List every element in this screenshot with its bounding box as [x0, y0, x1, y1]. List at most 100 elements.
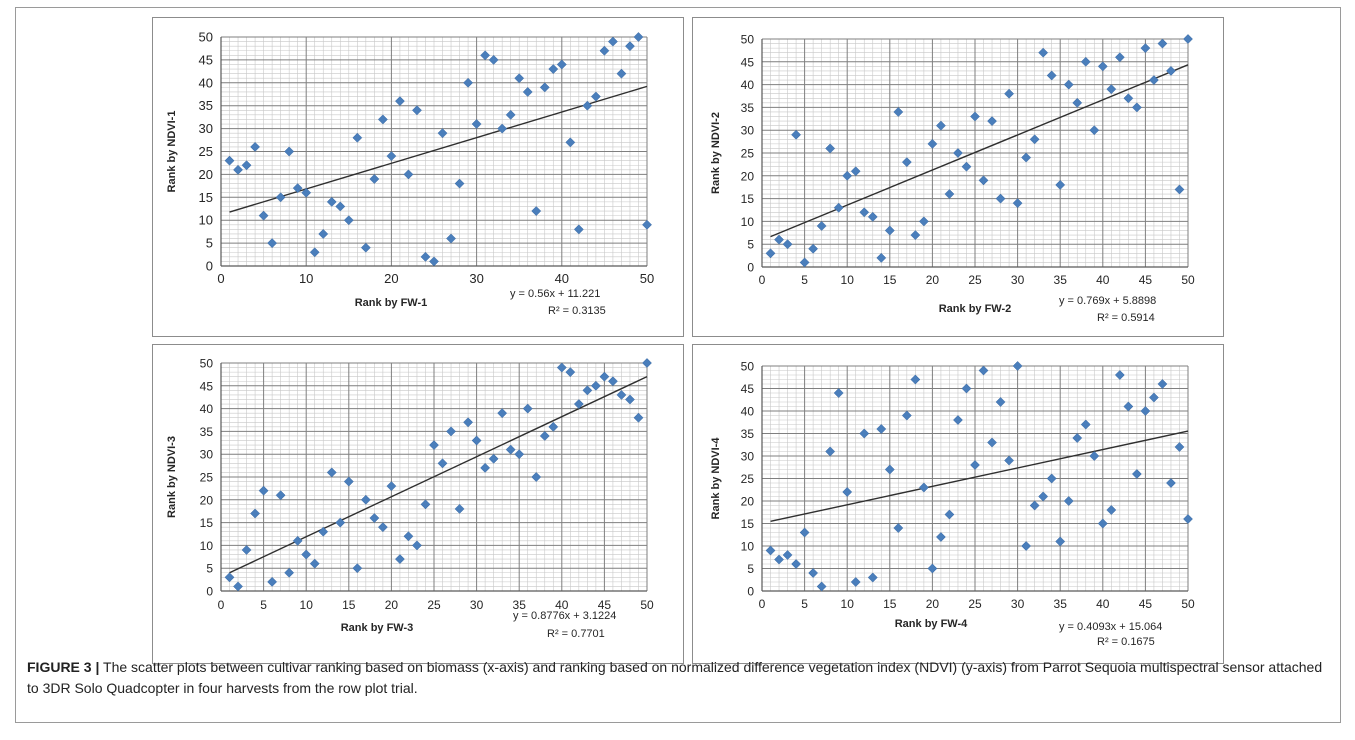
r-squared-label: R² = 0.3135 [548, 305, 606, 317]
y-tick-label: 20 [199, 167, 213, 182]
data-point [1157, 38, 1168, 49]
y-tick-label: 35 [199, 98, 213, 113]
data-point [590, 380, 601, 391]
y-axis-title: Rank by NDVI-2 [710, 112, 722, 194]
figure-caption: FIGURE 3 | The scatter plots between cul… [27, 657, 1327, 699]
data-point [1038, 491, 1049, 502]
data-point [318, 228, 329, 239]
data-point [1055, 536, 1066, 547]
trendline-equation: y = 0.4093x + 15.064 [1059, 621, 1162, 633]
scatter-plot-3: 0 5 10 15 20 25 30 35 40 45 50 0 5 10 15 20 25 30 35 40 45 50… [166, 357, 654, 641]
caption-label: FIGURE 3 | [27, 659, 100, 675]
x-tick-label: 30 [470, 598, 484, 612]
trendline-equation: y = 0.56x + 11.221 [510, 288, 600, 300]
data-point [454, 503, 465, 514]
data-point [429, 256, 439, 267]
data-point [565, 367, 576, 378]
x-tick-label: 40 [1096, 273, 1110, 287]
y-tick-label: 45 [199, 52, 213, 67]
y-tick-label: 20 [741, 495, 755, 509]
y-tick-label: 40 [199, 75, 213, 90]
data-point [616, 68, 627, 79]
data-point [1004, 88, 1015, 99]
data-point [437, 128, 448, 139]
data-point [1004, 455, 1015, 466]
data-point [816, 581, 827, 592]
data-point [531, 206, 542, 216]
data-point [548, 421, 559, 432]
data-point [833, 388, 844, 398]
data-point [224, 155, 235, 166]
data-point [774, 554, 784, 565]
data-point [774, 234, 784, 245]
data-point [1131, 102, 1142, 113]
data-point [403, 169, 414, 180]
data-point [918, 216, 929, 227]
scatter-panel-1: 0 5 10 15 20 25 30 35 40 45 50 0 10 20 30 40 50 Rank by F… [152, 17, 684, 337]
y-tick-label: 15 [200, 516, 214, 530]
data-point [893, 107, 904, 117]
data-point [1166, 478, 1176, 488]
y-tick-label: 35 [200, 425, 214, 439]
data-point [833, 202, 844, 213]
data-point [910, 374, 921, 385]
data-point [446, 426, 456, 437]
x-tick-label: 0 [218, 598, 225, 612]
x-tick-label: 30 [1011, 273, 1025, 287]
data-point [556, 362, 567, 373]
data-point [1089, 451, 1100, 461]
data-point [884, 464, 895, 475]
x-tick-label: 45 [1139, 273, 1153, 287]
y-tick-label: 10 [199, 213, 213, 228]
scatter-panel-4: 0 5 10 15 20 25 30 35 40 45 50 0 5 10 15 20 25 30 35 40 45 50… [692, 344, 1224, 664]
data-point [352, 563, 363, 574]
data-point [573, 399, 584, 409]
data-point [1012, 361, 1023, 371]
y-tick-label: 45 [200, 379, 214, 393]
data-points [224, 358, 652, 592]
x-tick-label: 10 [841, 597, 855, 611]
y-axis-title: Rank by NDVI-4 [710, 437, 722, 520]
x-tick-label: 10 [300, 598, 314, 612]
data-point [876, 424, 887, 434]
y-tick-label: 10 [200, 539, 214, 553]
data-point [1080, 56, 1091, 67]
data-point [765, 248, 776, 259]
data-point [808, 568, 819, 578]
data-point [1148, 392, 1159, 403]
data-point [633, 32, 644, 42]
r-squared-label: R² = 0.1675 [1097, 636, 1155, 648]
data-point [284, 567, 295, 578]
data-point [250, 141, 261, 152]
data-point [292, 535, 303, 546]
data-point [1046, 473, 1057, 484]
y-tick-label: 30 [741, 124, 755, 138]
data-point [284, 146, 295, 157]
data-point [343, 476, 354, 487]
x-tick-label: 35 [1054, 597, 1068, 611]
y-tick-label: 5 [206, 562, 213, 576]
data-point [539, 82, 550, 93]
y-axis-title: Rank by NDVI-3 [166, 436, 178, 518]
data-point [859, 428, 870, 439]
data-point [799, 257, 810, 268]
data-point [808, 243, 819, 254]
data-point [642, 219, 652, 230]
data-point [446, 233, 456, 244]
data-point [1097, 518, 1108, 529]
data-point [497, 408, 508, 419]
data-point [944, 509, 955, 520]
data-point [309, 558, 320, 569]
data-point [556, 59, 567, 70]
data-point [292, 183, 303, 194]
data-point [1183, 34, 1193, 44]
y-tick-label: 50 [199, 30, 213, 45]
x-tick-label: 5 [260, 598, 267, 612]
data-point [918, 482, 929, 493]
data-point [267, 238, 278, 249]
data-point [978, 175, 989, 186]
y-tick-label: 50 [741, 360, 755, 374]
y-tick-label: 5 [747, 562, 754, 576]
data-point [607, 376, 618, 387]
data-point [463, 77, 474, 88]
